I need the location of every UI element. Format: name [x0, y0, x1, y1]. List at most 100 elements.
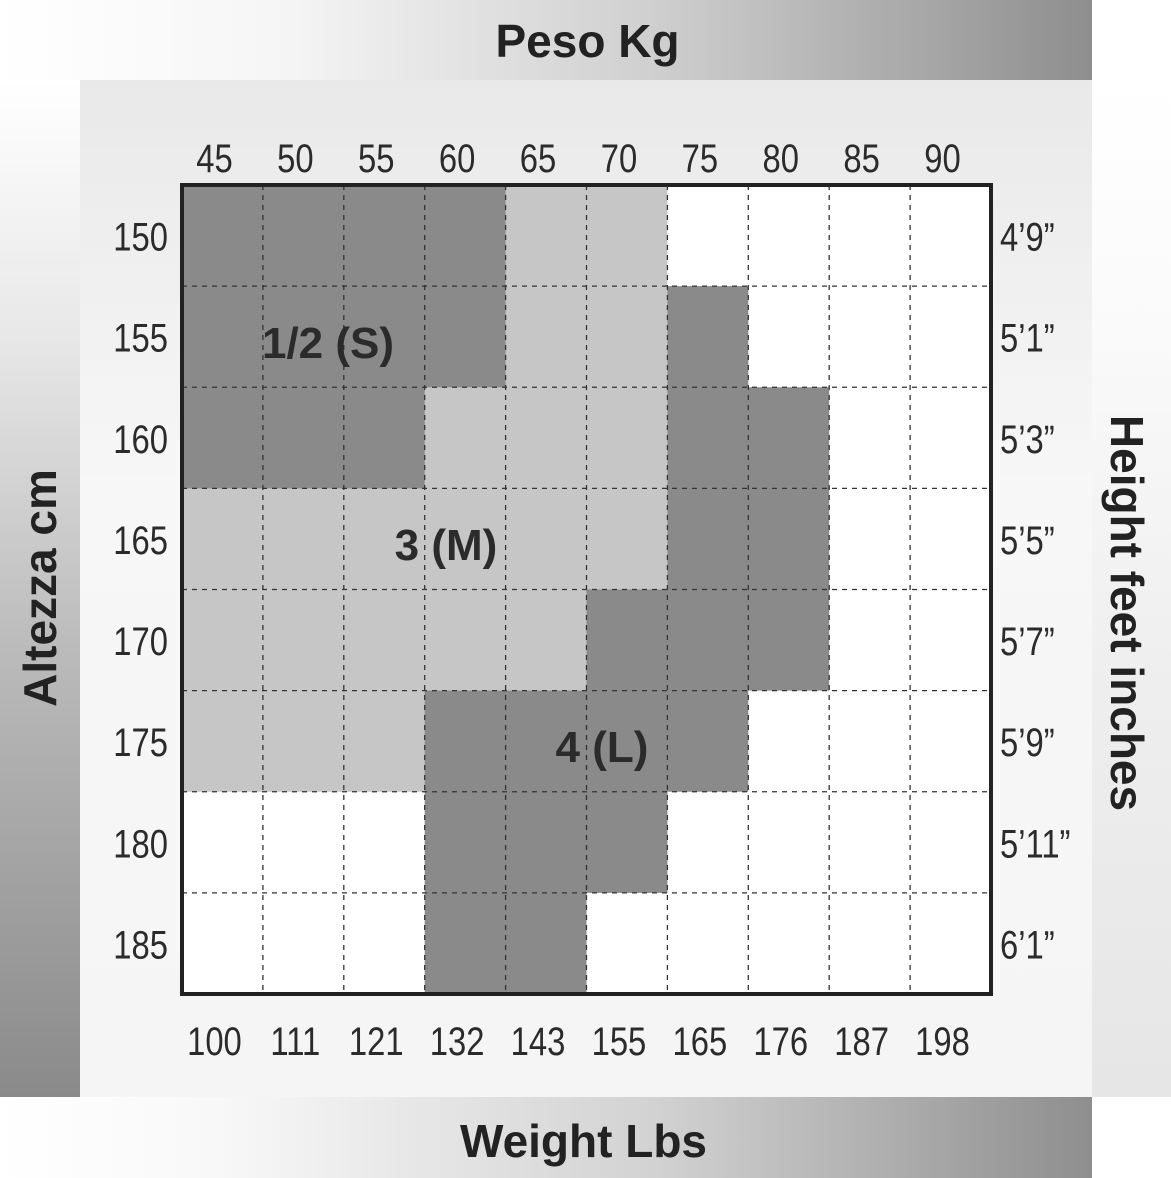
- grid-cell-none: [910, 387, 992, 489]
- grid-cell-m: [586, 488, 668, 590]
- grid-cell-none: [586, 892, 668, 995]
- x-bottom-tick-label: 165: [672, 1019, 727, 1064]
- top-axis-title: Peso Kg: [0, 18, 1171, 64]
- grid-cell-none: [829, 690, 911, 793]
- grid-cell-m: [343, 589, 426, 692]
- grid-cell-none: [182, 791, 264, 894]
- x-top-tick-label: 45: [196, 136, 232, 181]
- x-bottom-tick-label: 198: [915, 1019, 970, 1064]
- y-left-tick-label: 185: [113, 922, 168, 967]
- grid-cell-none: [910, 791, 992, 894]
- grid-cell-s: [343, 286, 426, 388]
- grid-cell-s: [424, 185, 507, 287]
- grid-cell-none: [748, 892, 830, 995]
- grid-cell-m: [586, 286, 668, 388]
- grid-cell-m: [343, 690, 426, 793]
- x-top-tick-label: 60: [439, 136, 475, 181]
- grid-cell-s: [182, 387, 264, 489]
- grid-cell-l: [505, 690, 587, 793]
- grid-cell-l: [748, 589, 830, 692]
- grid-cell-none: [182, 892, 264, 995]
- x-top-tick-label: 80: [763, 136, 799, 181]
- top-banner: [0, 0, 1092, 80]
- grid-cell-s: [182, 185, 264, 287]
- x-bottom-tick-label: 187: [834, 1019, 889, 1064]
- grid-cell-s: [182, 286, 264, 388]
- y-left-tick-label: 160: [113, 417, 168, 462]
- x-top-tick-label: 90: [924, 136, 960, 181]
- grid-cell-s: [262, 387, 345, 489]
- size-label-s: 1/2 (S): [262, 319, 394, 368]
- grid-cell-l: [667, 690, 749, 793]
- grid-cell-m: [586, 185, 668, 287]
- grid-border: [180, 183, 993, 996]
- grid-cell-l: [586, 791, 668, 894]
- y-right-tick-label: 5’1”: [1000, 316, 1055, 361]
- size-label-l: 4 (L): [556, 723, 649, 772]
- grid-cell-s: [262, 286, 345, 388]
- y-left-tick-label: 155: [113, 316, 168, 361]
- grid-cell-l: [667, 589, 749, 692]
- grid-cell-none: [829, 791, 911, 894]
- grid-cell-l: [748, 488, 830, 590]
- grid-cell-l: [667, 286, 749, 388]
- y-left-tick-label: 180: [113, 821, 168, 866]
- grid-cell-none: [829, 892, 911, 995]
- grid-cell-l: [505, 791, 587, 894]
- grid-cell-l: [748, 387, 830, 489]
- y-right-tick-label: 4’9”: [1000, 214, 1055, 259]
- grid-cell-m: [505, 387, 587, 489]
- y-left-tick-label: 170: [113, 619, 168, 664]
- grid-cell-l: [667, 387, 749, 489]
- grid-cell-s: [424, 286, 507, 388]
- grid-cell-l: [586, 690, 668, 793]
- y-right-tick-label: 5’5”: [1000, 518, 1055, 563]
- x-top-tick-label: 70: [601, 136, 637, 181]
- grid-cell-l: [424, 892, 507, 995]
- y-left-tick-label: 175: [113, 720, 168, 765]
- grid-cell-m: [182, 488, 264, 590]
- grid-cell-none: [262, 791, 345, 894]
- grid-cell-l: [667, 488, 749, 590]
- y-left-tick-label: 165: [113, 518, 168, 563]
- grid-cell-none: [748, 185, 830, 287]
- left-banner: [0, 80, 80, 1097]
- grid-cell-none: [910, 690, 992, 793]
- grid-cell-l: [424, 690, 507, 793]
- grid-cell-m: [182, 589, 264, 692]
- grid-cell-none: [910, 488, 992, 590]
- grid-cell-none: [667, 791, 749, 894]
- grid-cell-none: [829, 387, 911, 489]
- bottom-banner: [0, 1097, 1092, 1178]
- grid-cell-none: [748, 791, 830, 894]
- grid-cell-m: [505, 286, 587, 388]
- top-axis-title-text: Peso Kg: [495, 15, 680, 67]
- grid-cell-m: [505, 488, 587, 590]
- grid-cell-m: [424, 488, 507, 590]
- right-banner: [1092, 80, 1171, 1097]
- grid-cell-none: [910, 286, 992, 388]
- grid-cell-none: [910, 589, 992, 692]
- grid-cell-s: [343, 185, 426, 287]
- grid-cell-none: [829, 185, 911, 287]
- grid-cell-m: [262, 690, 345, 793]
- x-bottom-tick-label: 155: [592, 1019, 647, 1064]
- grid-cell-none: [667, 185, 749, 287]
- grid-cell-none: [262, 892, 345, 995]
- grid-cell-s: [343, 387, 426, 489]
- x-bottom-tick-label: 143: [511, 1019, 566, 1064]
- x-bottom-tick-label: 121: [349, 1019, 404, 1064]
- x-top-tick-label: 65: [520, 136, 556, 181]
- grid-cell-none: [829, 488, 911, 590]
- grid-cell-none: [910, 892, 992, 995]
- grid-cell-none: [343, 892, 426, 995]
- x-bottom-tick-label: 132: [430, 1019, 485, 1064]
- grid-cell-m: [586, 387, 668, 489]
- y-right-tick-label: 5’7”: [1000, 619, 1055, 664]
- x-bottom-tick-label: 176: [753, 1019, 808, 1064]
- grid-cell-m: [262, 589, 345, 692]
- y-right-tick-label: 6’1”: [1000, 922, 1055, 967]
- grid-cell-none: [343, 791, 426, 894]
- grid-cell-m: [182, 690, 264, 793]
